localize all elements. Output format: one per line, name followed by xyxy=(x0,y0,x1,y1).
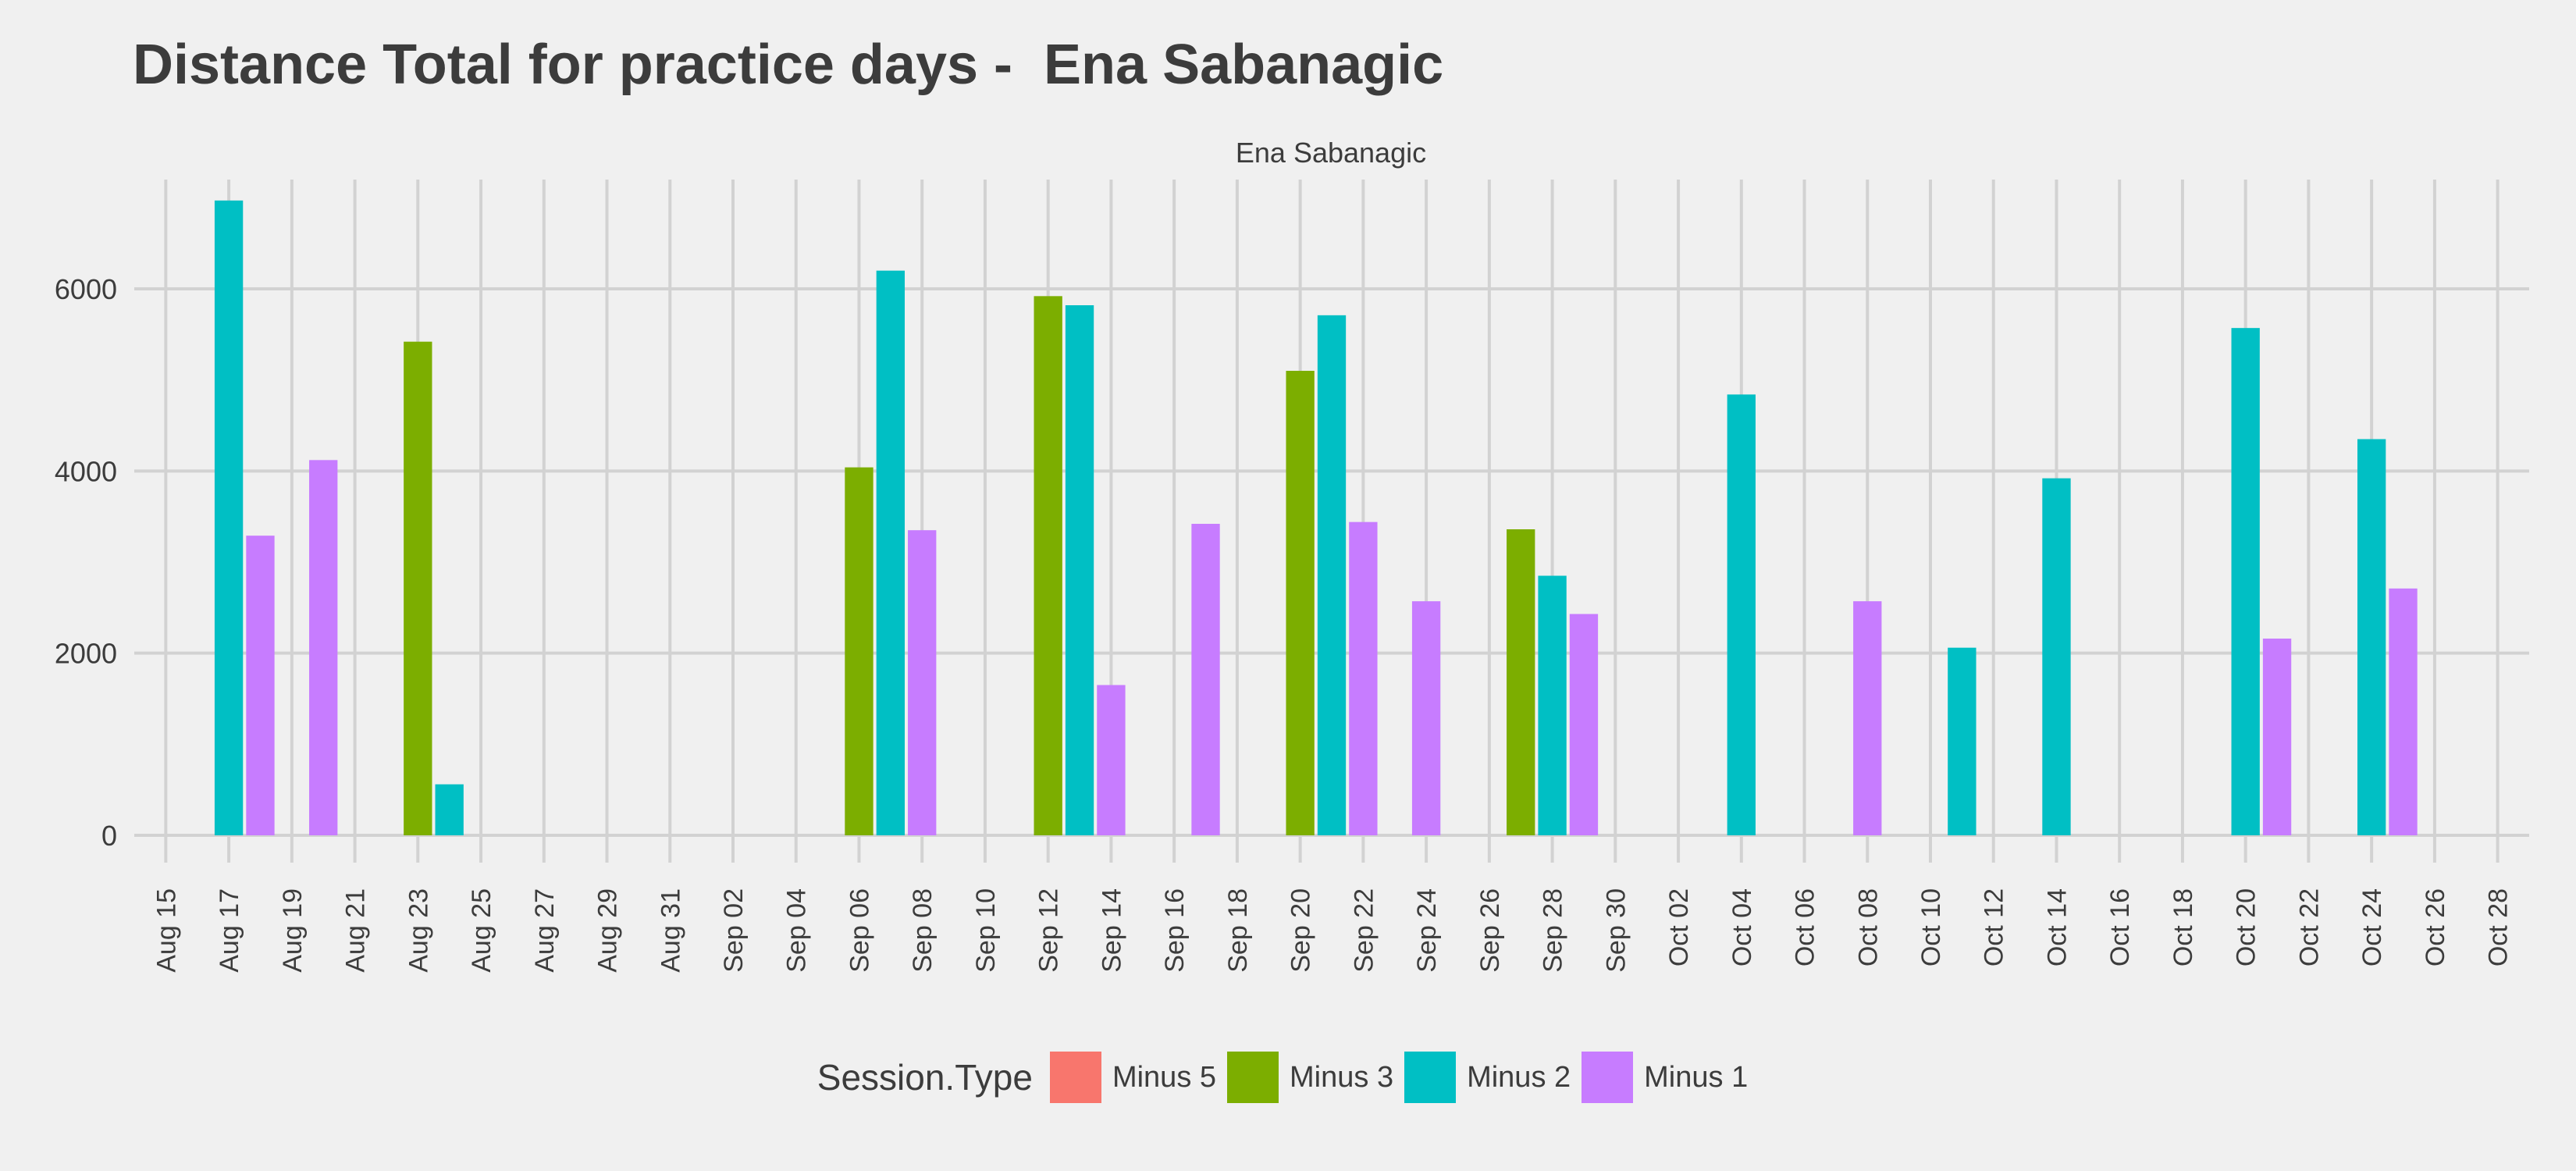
bar-minus-3 xyxy=(845,467,873,835)
bar-minus-3 xyxy=(1507,529,1535,835)
x-tick-label: Sep 20 xyxy=(1286,888,1316,973)
y-axis: 0 2000 4000 6000 xyxy=(55,273,117,852)
bar-minus-2 xyxy=(2042,478,2071,835)
x-tick-label: Oct 14 xyxy=(2042,888,2072,966)
bar-minus-3 xyxy=(1034,296,1062,835)
bar-minus-1 xyxy=(309,460,338,835)
legend-key-minus-2 xyxy=(1404,1052,1457,1103)
legend-label-minus-5: Minus 5 xyxy=(1112,1060,1217,1094)
x-tick-label: Oct 28 xyxy=(2484,888,2514,966)
bar-minus-1 xyxy=(908,530,937,835)
bar-minus-1 xyxy=(1853,601,1882,835)
x-tick-label: Oct 02 xyxy=(1664,888,1694,966)
x-tick-label: Sep 18 xyxy=(1223,888,1253,973)
x-tick-label: Sep 08 xyxy=(908,888,938,973)
x-tick-label: Sep 14 xyxy=(1097,888,1126,973)
facet-label: Ena Sabanagic xyxy=(1236,137,1426,169)
legend-item-minus-3: Minus 3 xyxy=(1227,1052,1393,1103)
bar-minus-2 xyxy=(2231,328,2260,836)
bar-minus-1 xyxy=(246,536,275,835)
y-tick-label: 4000 xyxy=(55,455,117,487)
legend-key-minus-1 xyxy=(1582,1052,1634,1103)
x-tick-label: Aug 15 xyxy=(151,888,181,973)
bar-minus-2 xyxy=(435,784,464,835)
x-tick-label: Oct 04 xyxy=(1727,888,1757,966)
x-tick-label: Aug 25 xyxy=(467,888,496,973)
bar-minus-1 xyxy=(2262,639,2292,835)
bar-minus-1 xyxy=(1569,614,1599,835)
x-tick-label: Sep 28 xyxy=(1539,888,1568,973)
chart-title: Distance Total for practice days - Ena S… xyxy=(133,34,1444,96)
legend: Session.Type Minus 5 Minus 3 Minus 2 Min… xyxy=(0,1046,2576,1109)
bar-minus-1 xyxy=(1097,685,1126,835)
legend-title: Session.Type xyxy=(817,1057,1033,1098)
x-tick-label: Sep 24 xyxy=(1412,888,1442,973)
x-tick-label: Aug 19 xyxy=(278,888,308,973)
x-tick-label: Aug 29 xyxy=(593,888,623,973)
x-tick-label: Oct 16 xyxy=(2105,888,2135,966)
x-tick-label: Sep 16 xyxy=(1160,888,1190,973)
x-tick-label: Aug 21 xyxy=(341,888,371,973)
x-tick-label: Oct 06 xyxy=(1791,888,1820,966)
bar-minus-2 xyxy=(1538,575,1567,835)
y-tick-label: 6000 xyxy=(55,273,117,305)
bar-minus-2 xyxy=(2357,439,2386,835)
bar-minus-1 xyxy=(1191,524,1220,835)
bar-minus-3 xyxy=(404,341,432,836)
x-tick-label: Oct 20 xyxy=(2232,888,2261,966)
bar-minus-2 xyxy=(876,270,906,836)
x-tick-label: Sep 06 xyxy=(845,888,874,973)
x-tick-label: Sep 10 xyxy=(971,888,1001,973)
legend-label-minus-1: Minus 1 xyxy=(1644,1060,1749,1094)
bar-minus-3 xyxy=(1286,371,1315,835)
bar-minus-1 xyxy=(1349,521,1378,835)
x-tick-label: Sep 02 xyxy=(719,888,749,973)
legend-label-minus-3: Minus 3 xyxy=(1290,1060,1394,1094)
bar-minus-2 xyxy=(1317,315,1347,835)
bar-minus-2 xyxy=(214,200,244,835)
x-tick-label: Oct 10 xyxy=(1916,888,1946,966)
x-tick-label: Sep 30 xyxy=(1601,888,1631,973)
x-tick-label: Sep 22 xyxy=(1349,888,1379,973)
bar-minus-1 xyxy=(1411,601,1441,835)
x-tick-label: Oct 18 xyxy=(2169,888,2198,966)
x-tick-label: Oct 24 xyxy=(2357,888,2387,966)
y-tick-label: 0 xyxy=(101,820,117,852)
x-tick-label: Sep 04 xyxy=(782,888,812,973)
x-tick-label: Oct 08 xyxy=(1853,888,1883,966)
legend-key-minus-5 xyxy=(1049,1052,1101,1103)
bar-minus-1 xyxy=(2389,588,2418,835)
legend-item-minus-2: Minus 2 xyxy=(1404,1052,1571,1103)
bars xyxy=(214,200,2418,836)
x-axis: Aug 15 Aug 17 Aug 19 Aug 21 Aug 23 Aug 25 Aug … xyxy=(151,888,2513,973)
bar-minus-2 xyxy=(1065,305,1094,835)
x-tick-label: Aug 17 xyxy=(215,888,244,973)
x-tick-label: Oct 12 xyxy=(1980,888,2009,966)
legend-key-minus-3 xyxy=(1227,1052,1279,1103)
chart-plot: Ena Sabanagic 0 2000 4000 6000 Aug 15 Aug 17… xyxy=(55,137,2529,973)
y-tick-label: 2000 xyxy=(55,638,117,670)
legend-item-minus-1: Minus 1 xyxy=(1582,1052,1748,1103)
bar-minus-2 xyxy=(1948,647,1976,835)
x-tick-label: Oct 26 xyxy=(2421,888,2450,966)
x-tick-label: Aug 31 xyxy=(656,888,685,973)
x-tick-label: Oct 22 xyxy=(2294,888,2324,966)
legend-item-minus-5: Minus 5 xyxy=(1049,1052,1217,1103)
x-tick-label: Aug 23 xyxy=(404,888,433,973)
x-tick-label: Aug 27 xyxy=(530,888,560,973)
x-tick-label: Sep 26 xyxy=(1475,888,1505,973)
legend-label-minus-2: Minus 2 xyxy=(1467,1060,1571,1094)
bar-minus-2 xyxy=(1727,394,1756,835)
x-tick-label: Sep 12 xyxy=(1034,888,1064,973)
